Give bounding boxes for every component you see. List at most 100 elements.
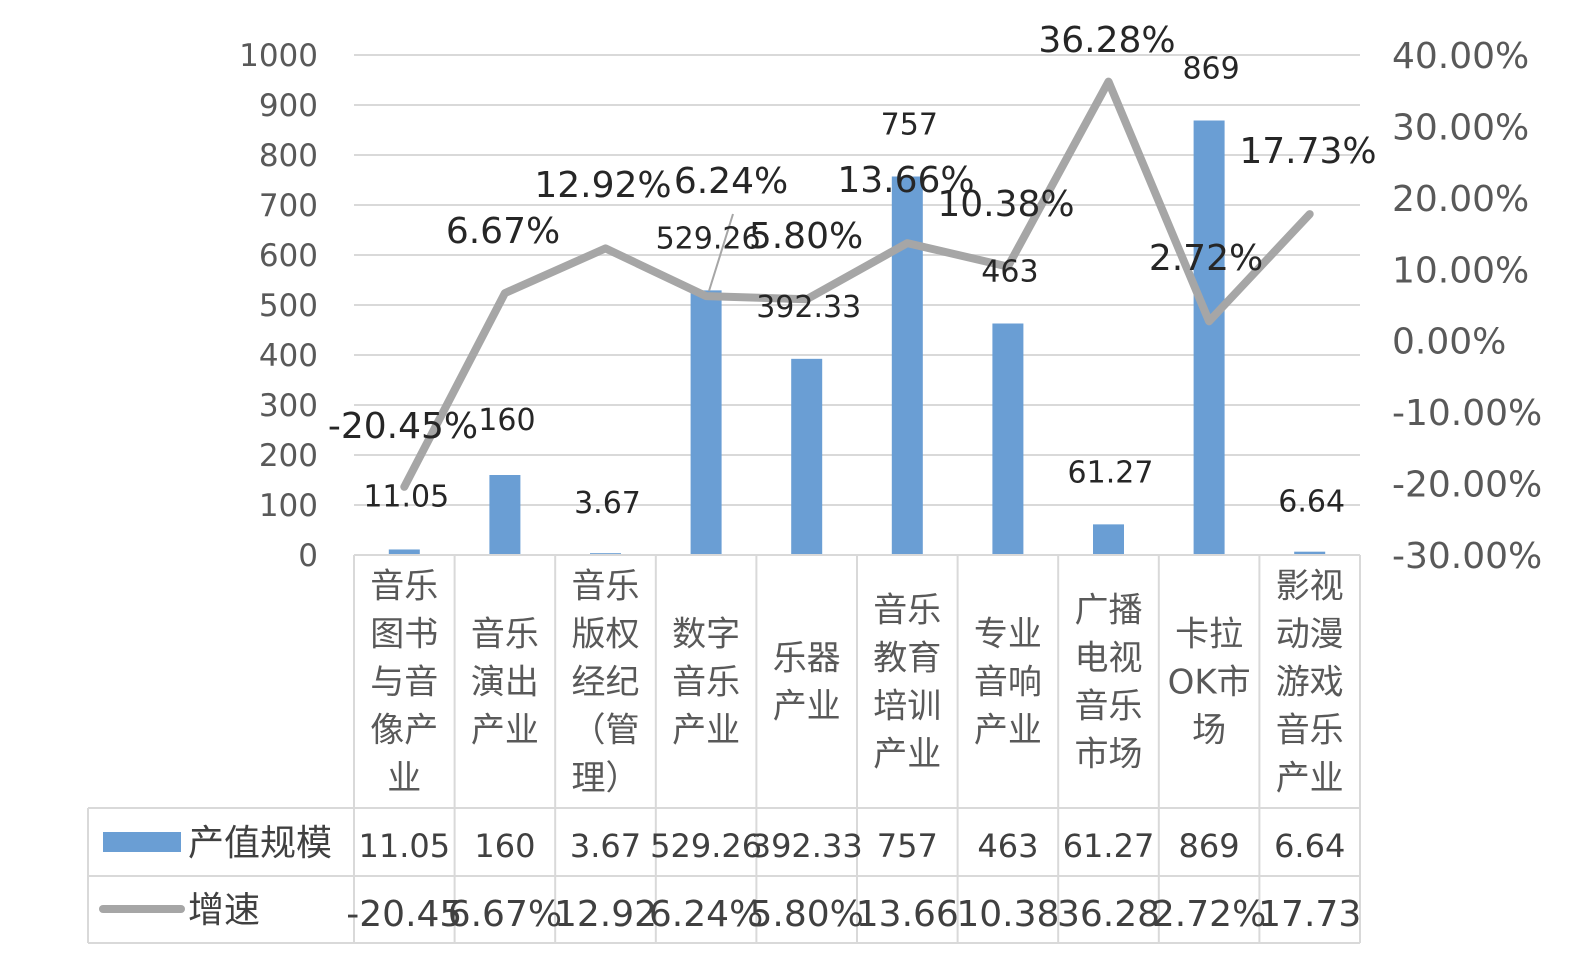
right-tick-label: 40.00%: [1392, 36, 1529, 77]
category-label: OK市: [1168, 663, 1251, 703]
category-label: 音乐: [873, 591, 941, 631]
bar: [1294, 551, 1326, 555]
left-tick-label: 1000: [239, 38, 318, 74]
line-series: [400, 77, 1314, 491]
category-label: 培训: [873, 687, 941, 727]
table-value-cell: 529.26: [650, 827, 762, 865]
growth-value-label: 10.38%: [937, 184, 1074, 225]
legend-bar-key: [103, 832, 181, 852]
table-growth-cell: 2.72%: [1152, 894, 1266, 935]
growth-value-label: 6.67%: [446, 211, 560, 252]
category-labels: 音乐图书与音像产业音乐演出产业音乐版权经纪（管理）数字音乐产业乐器产业音乐教育培…: [370, 567, 1343, 799]
bar: [690, 290, 722, 555]
right-tick-label: 20.00%: [1392, 179, 1529, 220]
left-tick-label: 100: [259, 488, 318, 524]
right-tick-label: 30.00%: [1392, 107, 1529, 148]
bar: [891, 176, 923, 555]
right-tick-label: -10.00%: [1392, 393, 1542, 434]
bar-value-label: 6.64: [1278, 485, 1345, 520]
bar-value-label: 11.05: [363, 479, 449, 514]
left-tick-label: 700: [259, 188, 318, 224]
table-growth-cell: -20.45: [346, 894, 462, 935]
category-label: 理）: [572, 759, 640, 799]
category-label: 电视: [1075, 639, 1143, 679]
table-value-cell: 11.05: [358, 827, 450, 865]
right-tick-label: 0.00%: [1392, 322, 1506, 363]
bar: [992, 323, 1024, 555]
category-label: 版权: [572, 615, 640, 655]
growth-value-label: -20.45%: [328, 406, 478, 447]
category-label: 与音: [370, 663, 438, 703]
bar-value-label: 869: [1182, 52, 1239, 87]
left-tick-label: 600: [259, 238, 318, 274]
table-value-cell: 160: [474, 827, 535, 865]
bar-value-label: 757: [881, 108, 938, 143]
growth-value-label: 13.66%: [837, 160, 974, 201]
category-label: （管: [572, 711, 640, 751]
table-value-cell: 3.67: [570, 827, 641, 865]
category-label: 图书: [370, 615, 438, 655]
category-label: 动漫: [1276, 615, 1344, 655]
table-growth-cell: 6.24%: [649, 894, 763, 935]
category-label: 产业: [471, 711, 539, 751]
growth-value-label: 6.24%: [674, 161, 788, 202]
category-label: 演出: [471, 663, 539, 703]
bar: [489, 475, 521, 555]
leader-lines: [708, 213, 734, 292]
growth-value-label: 12.92%: [534, 165, 671, 206]
growth-value-label: 5.80%: [749, 216, 863, 257]
leader-line: [708, 213, 734, 292]
category-label: 产业: [974, 711, 1042, 751]
bar-value-label: 463: [981, 255, 1038, 290]
category-label: 像产: [370, 711, 438, 751]
left-axis-ticks: 0 100 200 300 400 500 600 700 800 900 1000: [239, 38, 318, 574]
growth-value-label: 17.73%: [1239, 131, 1376, 172]
category-label: 教育: [873, 639, 941, 679]
category-label: 市场: [1075, 735, 1143, 775]
category-label: 卡拉: [1175, 615, 1243, 655]
category-label: 场: [1192, 711, 1226, 751]
table-growth-cell: 5.80%: [750, 894, 864, 935]
bar-value-label: 61.27: [1068, 455, 1154, 490]
category-label: 广播: [1075, 591, 1143, 631]
left-tick-label: 500: [259, 288, 318, 324]
category-label: 游戏: [1276, 663, 1344, 703]
right-tick-label: -30.00%: [1392, 536, 1542, 577]
category-label: 数字: [672, 615, 740, 655]
bar: [388, 549, 420, 555]
left-tick-label: 300: [259, 388, 318, 424]
category-label: 乐器: [773, 639, 841, 679]
data-table: [87, 554, 1361, 944]
category-label: 音乐: [572, 567, 640, 607]
bar-data-labels: 11.05 160 3.67 529.26 392.33 757 463 61.27 869 6.…: [363, 52, 1345, 522]
category-label: 业: [387, 759, 421, 799]
category-label: 产业: [773, 687, 841, 727]
gridlines: [354, 54, 1360, 506]
table-growth-cell: 17.73: [1258, 894, 1361, 935]
table-value-cell: 392.33: [751, 827, 863, 865]
category-label: 经纪: [572, 663, 640, 703]
table-growth-cell: 6.67%: [448, 894, 562, 935]
left-tick-label: 900: [259, 88, 318, 124]
legend-bar-label: 产值规模: [188, 823, 332, 864]
growth-line: [400, 77, 1314, 491]
category-label: 影视: [1276, 567, 1344, 607]
category-label: 产业: [1276, 759, 1344, 799]
category-label: 专业: [974, 615, 1042, 655]
category-label: 音乐: [370, 567, 438, 607]
category-label: 产业: [873, 735, 941, 775]
category-label: 音乐: [1276, 711, 1344, 751]
bar-value-label: 160: [478, 403, 535, 438]
bar: [1093, 524, 1124, 555]
table-value-cell: 61.27: [1063, 827, 1155, 865]
left-tick-label: 400: [259, 338, 318, 374]
table-value-cell: 869: [1179, 827, 1240, 865]
table-growth-cell: 13.66: [856, 894, 959, 935]
bar: [791, 358, 823, 555]
table-growth-cell: 10.38: [956, 894, 1059, 935]
right-axis-ticks: -30.00% -20.00% -10.00% 0.00% 10.00% 20.00% 30…: [1392, 36, 1542, 577]
table-growth-cell: 36.28: [1057, 894, 1160, 935]
